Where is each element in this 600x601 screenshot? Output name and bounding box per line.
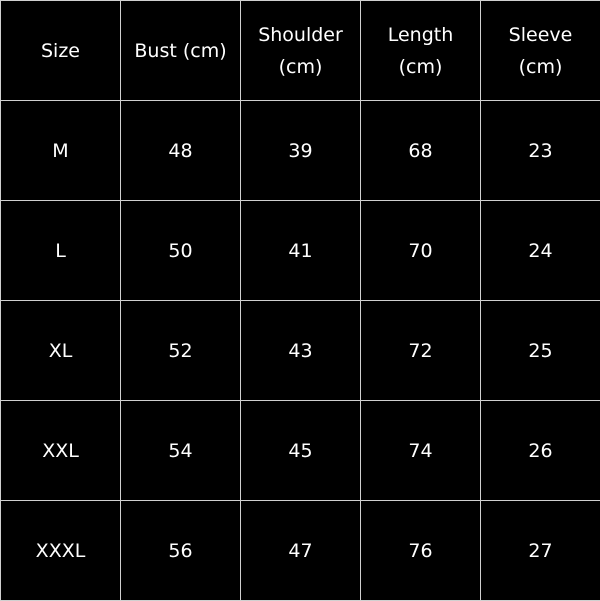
column-header-text: (cm) xyxy=(519,51,563,83)
measurement-cell: 56 xyxy=(121,501,241,601)
measurement-cell: 24 xyxy=(481,201,600,301)
measurement-cell: 68 xyxy=(361,101,481,201)
column-header-text: Shoulder xyxy=(258,19,343,51)
size-cell: XL xyxy=(1,301,121,401)
measurement-cell: 39 xyxy=(241,101,361,201)
column-header-text: (cm) xyxy=(279,51,323,83)
measurement-cell: 25 xyxy=(481,301,600,401)
column-header: Sleeve(cm) xyxy=(481,1,600,101)
size-cell: M xyxy=(1,101,121,201)
column-header-text: Size xyxy=(41,35,80,67)
measurement-cell: 41 xyxy=(241,201,361,301)
measurement-cell: 72 xyxy=(361,301,481,401)
column-header: Length(cm) xyxy=(361,1,481,101)
column-header-text: (cm) xyxy=(399,51,443,83)
size-cell: L xyxy=(1,201,121,301)
column-header-text: Bust (cm) xyxy=(134,35,226,67)
measurement-cell: 76 xyxy=(361,501,481,601)
measurement-cell: 27 xyxy=(481,501,600,601)
measurement-cell: 54 xyxy=(121,401,241,501)
measurement-cell: 52 xyxy=(121,301,241,401)
measurement-cell: 74 xyxy=(361,401,481,501)
measurement-cell: 23 xyxy=(481,101,600,201)
column-header: Bust (cm) xyxy=(121,1,241,101)
measurement-cell: 48 xyxy=(121,101,241,201)
column-header: Size xyxy=(1,1,121,101)
measurement-cell: 47 xyxy=(241,501,361,601)
size-cell: XXXL xyxy=(1,501,121,601)
measurement-cell: 26 xyxy=(481,401,600,501)
column-header-text: Length xyxy=(388,19,454,51)
size-cell: XXL xyxy=(1,401,121,501)
measurement-cell: 43 xyxy=(241,301,361,401)
column-header-text: Sleeve xyxy=(509,19,573,51)
measurement-cell: 70 xyxy=(361,201,481,301)
measurement-cell: 45 xyxy=(241,401,361,501)
measurement-cell: 50 xyxy=(121,201,241,301)
column-header: Shoulder(cm) xyxy=(241,1,361,101)
